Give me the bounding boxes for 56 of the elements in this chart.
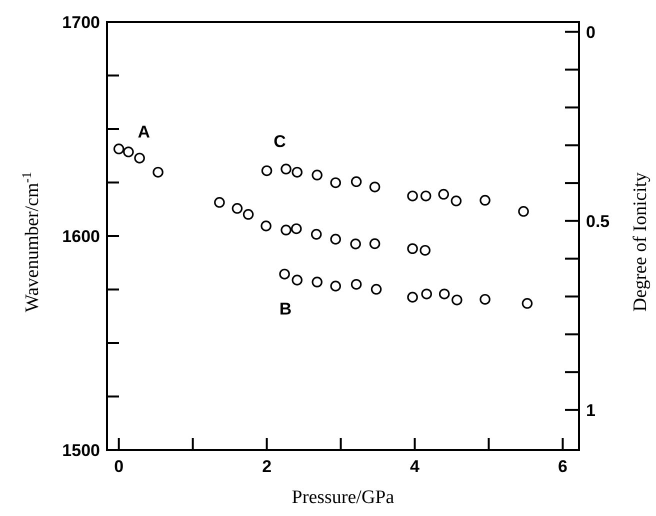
point xyxy=(260,220,272,232)
point xyxy=(420,190,432,202)
point xyxy=(522,298,533,309)
point xyxy=(113,144,124,154)
point xyxy=(290,223,302,234)
point xyxy=(330,177,341,188)
y-tick-label: 1500 xyxy=(62,441,100,460)
point xyxy=(438,288,450,300)
point xyxy=(310,228,322,240)
point xyxy=(280,164,292,174)
x-axis-title: Pressure/GPa xyxy=(292,487,395,508)
point xyxy=(312,276,323,288)
point xyxy=(450,196,462,206)
point xyxy=(407,190,418,202)
point xyxy=(123,146,134,158)
point xyxy=(370,284,382,295)
point xyxy=(242,208,254,220)
point xyxy=(312,170,323,180)
y2-tick-label: 0 xyxy=(586,22,596,42)
point xyxy=(369,238,380,250)
point xyxy=(452,294,462,306)
point xyxy=(350,176,362,188)
point xyxy=(330,280,341,292)
series-label: C xyxy=(274,132,286,152)
point xyxy=(407,243,418,254)
point xyxy=(518,206,529,217)
x-tick-label: 6 xyxy=(558,457,568,476)
x-tick-label: 0 xyxy=(114,457,124,476)
point xyxy=(279,268,290,280)
y2-tick-label: 0.5 xyxy=(586,212,610,231)
point xyxy=(421,288,432,300)
point xyxy=(369,182,380,192)
point xyxy=(134,152,145,164)
point xyxy=(330,234,341,245)
point xyxy=(214,197,225,208)
point xyxy=(480,194,490,206)
point xyxy=(292,166,303,178)
point xyxy=(420,244,431,256)
point xyxy=(292,274,303,286)
x-tick-label: 4 xyxy=(410,457,420,476)
y2-tick-label: 1 xyxy=(586,400,596,420)
series-label: B xyxy=(279,300,292,319)
y-tick-label: 1600 xyxy=(62,227,100,246)
point xyxy=(438,188,450,200)
x-tick-label: 2 xyxy=(262,457,272,476)
y-tick-label: 1700 xyxy=(62,13,100,32)
point xyxy=(261,165,272,176)
series-label: A xyxy=(138,122,150,142)
y2-axis-title: Degree of Ionicity xyxy=(630,172,651,312)
point xyxy=(350,238,361,250)
point xyxy=(232,203,243,214)
point xyxy=(152,166,164,178)
point xyxy=(350,278,362,290)
point xyxy=(280,224,292,236)
point xyxy=(480,294,490,305)
point xyxy=(407,292,418,303)
